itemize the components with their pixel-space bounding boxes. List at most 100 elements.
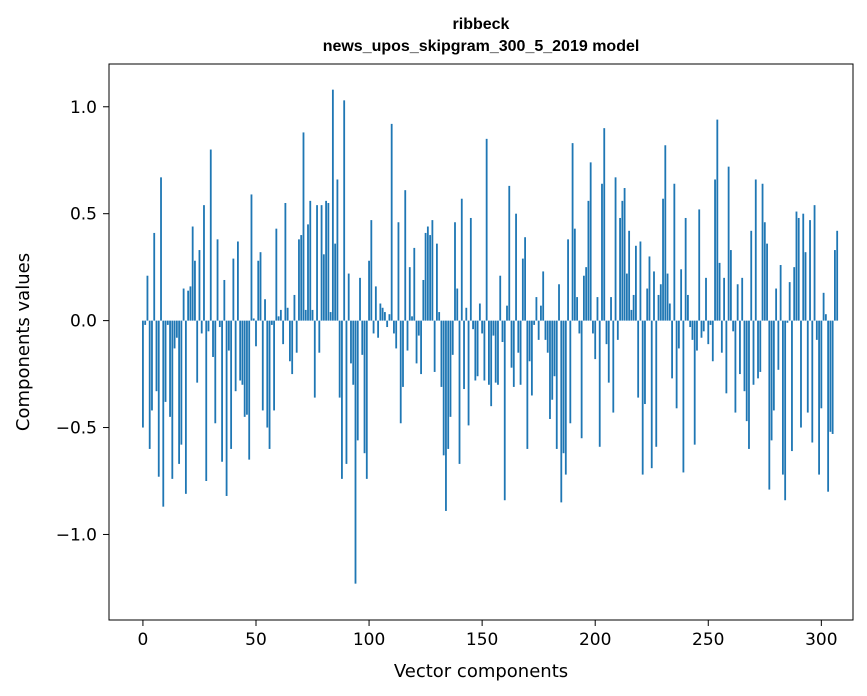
- bar-component-229: [659, 284, 662, 321]
- bar-component-118: [408, 267, 411, 321]
- bar-component-267: [745, 320, 748, 422]
- bar-component-90: [345, 320, 348, 464]
- bar-component-146: [472, 320, 474, 330]
- bar-component-46: [246, 320, 248, 415]
- bar-component-239: [682, 320, 685, 473]
- bar-component-25: [198, 250, 201, 321]
- bar-component-126: [426, 226, 429, 321]
- bar-component-278: [770, 320, 773, 441]
- bar-component-203: [601, 183, 603, 321]
- bar-component-156: [494, 320, 497, 383]
- bar-component-161: [506, 305, 508, 321]
- bar-component-244: [693, 320, 696, 445]
- bar-component-247: [700, 320, 703, 338]
- bar-component-155: [492, 320, 495, 336]
- bar-component-206: [607, 320, 610, 383]
- bar-component-304: [829, 320, 832, 432]
- bar-component-190: [571, 143, 574, 321]
- bar-component-138: [454, 222, 456, 321]
- bar-component-67: [293, 294, 296, 321]
- bar-component-69: [298, 239, 300, 321]
- bar-component-306: [834, 250, 836, 321]
- bar-component-124: [422, 279, 425, 321]
- bar-component-182: [553, 320, 556, 377]
- bar-component-220: [639, 241, 642, 321]
- bar-component-158: [499, 275, 502, 321]
- bar-component-91: [347, 273, 350, 321]
- bar-component-97: [361, 320, 364, 355]
- bar-component-293: [804, 252, 807, 321]
- bar-component-101: [370, 220, 373, 321]
- bar-component-21: [189, 286, 192, 321]
- bar-component-169: [524, 237, 526, 321]
- bar-component-15: [175, 320, 178, 338]
- bar-component-149: [478, 303, 481, 321]
- bar-component-260: [729, 250, 732, 321]
- bar-component-0: [142, 320, 144, 428]
- bar-component-64: [286, 307, 289, 321]
- bar-component-29: [207, 320, 210, 332]
- bar-component-20: [187, 290, 190, 321]
- bar-component-173: [533, 320, 536, 325]
- bar-component-201: [596, 297, 599, 321]
- bar-component-52: [259, 252, 262, 321]
- chart-title: ribbeck news_upos_skipgram_300_5_2019 mo…: [323, 16, 640, 55]
- bar-component-282: [779, 265, 782, 321]
- bar-component-256: [720, 320, 723, 353]
- bar-component-214: [625, 273, 628, 321]
- bar-component-60: [277, 316, 280, 321]
- bar-component-167: [519, 320, 522, 385]
- bar-component-232: [666, 273, 669, 321]
- bar-component-94: [354, 320, 357, 584]
- bars-group: [142, 89, 839, 584]
- bar-component-248: [702, 320, 705, 332]
- bar-component-92: [350, 320, 352, 364]
- bar-component-107: [383, 312, 386, 321]
- bar-component-65: [289, 320, 291, 362]
- bar-component-222: [644, 320, 646, 405]
- bar-component-188: [567, 239, 569, 321]
- bar-component-157: [497, 320, 499, 385]
- bar-component-6: [155, 320, 158, 392]
- bar-component-196: [585, 267, 588, 321]
- bar-component-127: [429, 235, 432, 321]
- bar-component-305: [831, 320, 834, 434]
- bar-component-210: [616, 320, 619, 340]
- bar-component-226: [653, 271, 655, 321]
- bar-component-189: [569, 320, 572, 424]
- bar-component-208: [612, 320, 615, 413]
- bar-component-221: [641, 320, 644, 475]
- y-tick-label: 0.0: [70, 312, 97, 332]
- bar-component-108: [386, 320, 389, 328]
- bar-component-303: [827, 320, 830, 492]
- bar-component-185: [560, 320, 563, 503]
- bar-component-19: [184, 320, 187, 494]
- bar-component-4: [151, 320, 153, 411]
- bar-component-5: [153, 232, 156, 321]
- bar-component-183: [555, 320, 558, 449]
- bar-component-150: [481, 320, 484, 334]
- bar-component-217: [632, 294, 635, 321]
- bar-component-140: [458, 320, 461, 464]
- bar-component-55: [266, 320, 269, 428]
- bar-component-227: [655, 320, 658, 447]
- bar-component-142: [463, 320, 465, 390]
- bar-component-211: [619, 217, 621, 321]
- bar-component-230: [662, 198, 664, 321]
- bar-component-224: [648, 256, 651, 321]
- bar-component-180: [549, 320, 551, 419]
- bar-component-300: [820, 320, 823, 409]
- bar-component-269: [750, 230, 753, 321]
- bar-component-151: [483, 320, 486, 381]
- bar-component-31: [212, 320, 214, 357]
- bar-component-18: [182, 288, 185, 321]
- bar-component-2: [146, 275, 149, 321]
- bar-component-179: [546, 320, 549, 353]
- chart-title-line1: ribbeck: [453, 16, 510, 33]
- bar-component-36: [223, 279, 226, 321]
- bar-component-299: [818, 320, 820, 475]
- bar-component-257: [723, 277, 726, 321]
- bar-component-209: [614, 177, 617, 321]
- bar-component-205: [605, 320, 608, 345]
- bar-component-193: [578, 320, 581, 334]
